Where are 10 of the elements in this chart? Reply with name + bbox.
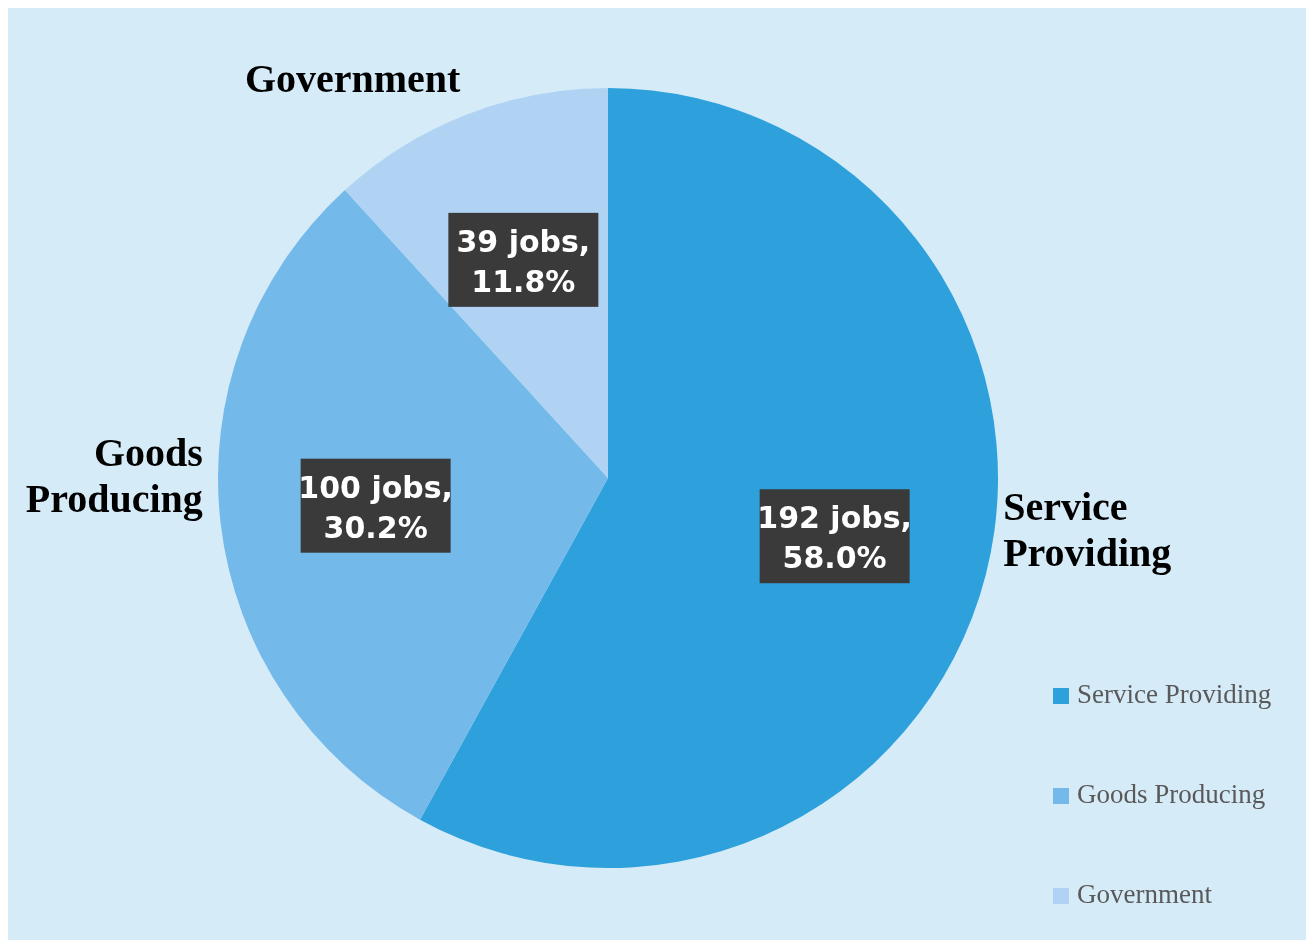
data-label: 39 jobs, 11.8% <box>456 223 591 299</box>
pie-slice <box>218 190 608 820</box>
slice-label: Service Providing <box>1003 483 1172 575</box>
legend-label: Goods Producing <box>1077 779 1266 809</box>
data-label: 192 jobs, 58.0% <box>757 500 912 576</box>
legend-label: Government <box>1077 879 1213 909</box>
slice-label: Government <box>244 55 462 101</box>
data-label: 100 jobs, 30.2% <box>298 469 453 545</box>
legend-label: Service Providing <box>1077 679 1272 709</box>
slice-label: Goods Producing <box>25 430 203 522</box>
